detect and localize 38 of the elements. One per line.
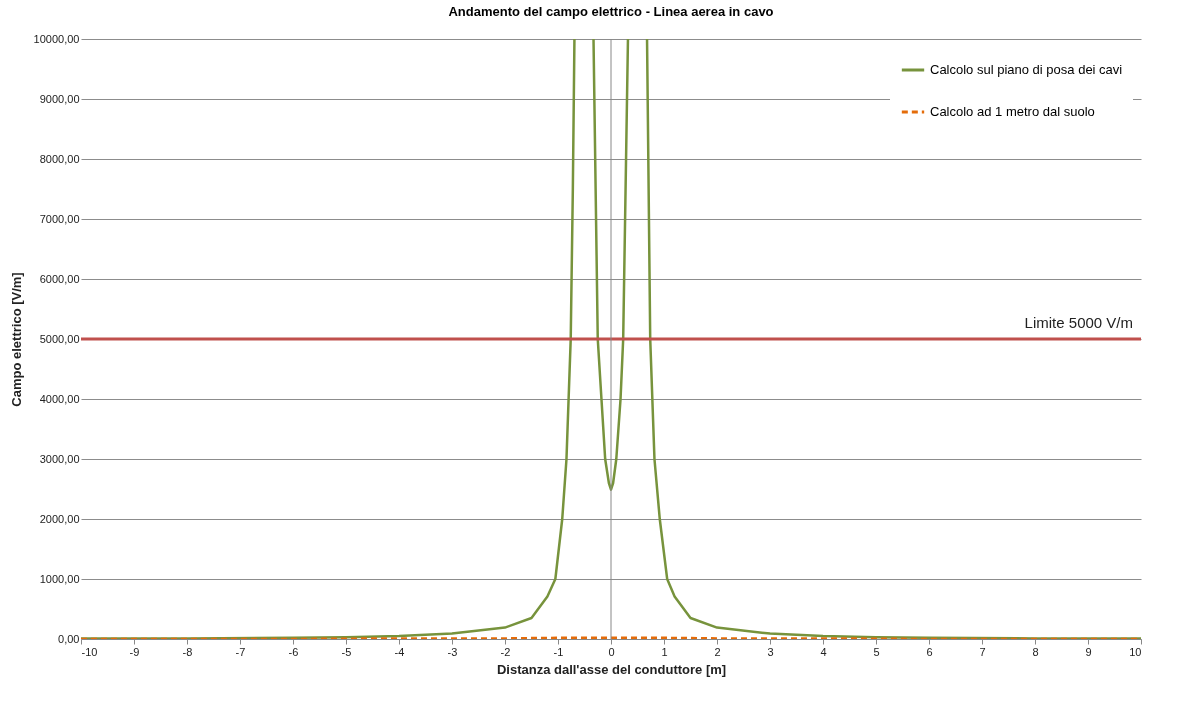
y-tick-label: 5000,00 (39, 332, 80, 345)
x-tick-label: 8 (1032, 645, 1039, 658)
x-axis-title: Distanza dall'asse del conduttore [m] (496, 661, 727, 677)
x-tick-label: -4 (394, 645, 405, 658)
x-tick-label: -7 (235, 645, 246, 658)
x-tick-label: -8 (182, 645, 193, 658)
x-tick-label: -10 (81, 645, 98, 658)
x-tick-label: 10 (1129, 645, 1142, 658)
legend-label: Calcolo sul piano di posa dei cavi (930, 62, 1123, 77)
y-tick-label: 2000,00 (39, 512, 80, 525)
x-tick-label: 4 (820, 645, 827, 658)
y-tick-label: 0,00 (58, 632, 80, 645)
x-tick-label: -5 (341, 645, 352, 658)
x-tick-label: -9 (129, 645, 140, 658)
y-tick-label: 3000,00 (39, 452, 80, 465)
ref-line-label: Limite 5000 V/m (1024, 314, 1133, 331)
y-tick-label: 8000,00 (39, 152, 80, 165)
y-tick-label: 6000,00 (39, 272, 80, 285)
y-tick-label: 4000,00 (39, 392, 80, 405)
x-tick-label: -6 (288, 645, 299, 658)
y-tick-label: 7000,00 (39, 212, 80, 225)
y-axis-title: Campo elettrico [V/m] (8, 272, 24, 407)
x-tick-label: 1 (661, 645, 668, 658)
y-tick-label: 1000,00 (39, 572, 80, 585)
x-tick-label: 2 (714, 645, 721, 658)
x-tick-label: 3 (767, 645, 774, 658)
y-tick-label: 9000,00 (39, 92, 80, 105)
x-tick-label: 0 (608, 645, 615, 658)
x-tick-label: 7 (979, 645, 986, 658)
x-tick-label: 9 (1085, 645, 1092, 658)
x-tick-label: -1 (553, 645, 564, 658)
chart-title: Andamento del campo elettrico - Linea aerea in cavo (448, 4, 774, 19)
x-tick-label: -3 (447, 645, 458, 658)
x-tick-label: 5 (873, 645, 880, 658)
x-tick-label: 6 (926, 645, 933, 658)
y-tick-label: 10000,00 (33, 32, 80, 45)
legend-label: Calcolo ad 1 metro dal suolo (930, 104, 1095, 119)
x-tick-label: -2 (500, 645, 511, 658)
